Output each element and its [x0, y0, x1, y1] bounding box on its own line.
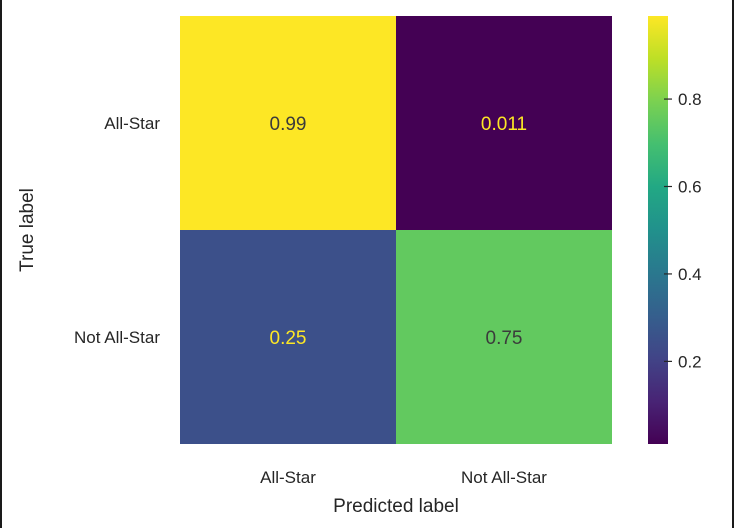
- cell-value-label: 0.011: [481, 114, 527, 135]
- colorbar-tick-label: 0.2: [678, 352, 702, 371]
- heatmap-cell: [180, 16, 396, 230]
- colorbar-tick-label: 0.8: [678, 90, 702, 109]
- colorbar-tick-label: 0.4: [678, 265, 702, 284]
- colorbar: [648, 16, 668, 444]
- x-tick-label: Not All-Star: [461, 468, 547, 487]
- colorbar-tick-label: 0.6: [678, 178, 702, 197]
- x-tick-label: All-Star: [260, 468, 316, 487]
- heatmap-cell: [396, 230, 612, 444]
- x-axis-title: Predicted label: [333, 496, 459, 517]
- heatmap-cell: [180, 230, 396, 444]
- y-tick-label: All-Star: [104, 114, 160, 133]
- y-tick-label: Not All-Star: [74, 328, 160, 347]
- heatmap-cell: [396, 16, 612, 230]
- cell-value-label: 0.99: [270, 114, 307, 135]
- y-axis-title: True label: [17, 188, 38, 272]
- cell-value-label: 0.75: [486, 328, 523, 349]
- cell-value-label: 0.25: [270, 328, 307, 349]
